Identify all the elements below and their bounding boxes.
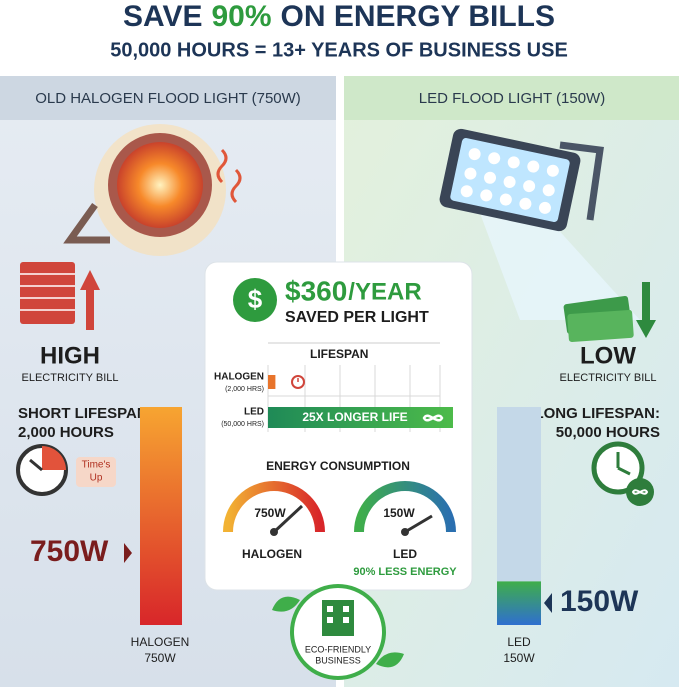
- led-lamp-icon: [439, 128, 640, 320]
- timer-text: Time's: [82, 460, 111, 471]
- high-bill-icon: [20, 262, 100, 330]
- power-bar: [140, 407, 182, 625]
- halogen-lamp-icon: [63, 124, 242, 256]
- badge-text: BUSINESS: [315, 655, 361, 665]
- title: SAVE 90% ON ENERGY BILLS: [123, 0, 555, 33]
- power-bar: [497, 581, 541, 625]
- gauge-note: 90% LESS ENERGY: [353, 566, 457, 578]
- energy-title: ENERGY CONSUMPTION: [266, 459, 410, 473]
- lifespan-row-sublabel: (2,000 HRS): [225, 386, 264, 393]
- bar-value-label: 150W: [503, 651, 535, 665]
- arrow-icon: [124, 543, 132, 563]
- low-bill-icon: [563, 282, 656, 342]
- lifespan-bar: [268, 375, 276, 389]
- arrow-icon: [544, 593, 552, 613]
- lifespan-row-label: HALOGEN: [214, 372, 264, 383]
- bar-label: LED: [507, 635, 531, 649]
- timer-text: Up: [90, 473, 103, 484]
- right-lifespan-label: LONG LIFESPAN:: [534, 405, 660, 422]
- right-lifespan-value: 50,000 HOURS: [556, 424, 660, 441]
- bar-value-label: 750W: [144, 651, 176, 665]
- right-bill-label: ELECTRICITY BILL: [560, 372, 657, 384]
- gauge-name: LED: [393, 547, 417, 561]
- lifespan-bar: [268, 407, 453, 428]
- title-highlight: 90%: [211, 0, 271, 33]
- subtitle: 50,000 HOURS = 13+ YEARS OF BUSINESS USE: [110, 39, 568, 61]
- savings-icon-circle: [233, 278, 277, 322]
- left-lifespan-label: SHORT LIFESPAN:: [18, 405, 153, 422]
- lifespan-bar-text: 25X LONGER LIFE: [302, 410, 407, 424]
- power-bars: [140, 407, 541, 625]
- badge-text: ECO-FRIENDLY: [305, 644, 371, 654]
- savings-caption: SAVED PER LIGHT: [285, 309, 429, 326]
- right-power-label: 150W: [560, 585, 639, 618]
- timer-icon: [16, 444, 116, 496]
- lifespan-title: LIFESPAN: [310, 347, 368, 361]
- lifespan-row-label: LED: [244, 407, 264, 418]
- savings-icon: $: [248, 284, 263, 314]
- title-start: SAVE: [123, 0, 202, 33]
- savings-amount: $360: [285, 275, 347, 306]
- bar-label: HALOGEN: [131, 635, 190, 649]
- gauge-value-label: 150W: [383, 506, 415, 520]
- right-heading: LED FLOOD LIGHT (150W): [419, 90, 605, 107]
- left-bill-label: ELECTRICITY BILL: [22, 372, 119, 384]
- left-bill-level: HIGH: [40, 342, 100, 369]
- left-power-label: 750W: [30, 535, 109, 568]
- gauge-name: HALOGEN: [242, 547, 302, 561]
- gauge-value-label: 750W: [254, 506, 286, 520]
- title-end: ON ENERGY BILLS: [281, 0, 555, 33]
- right-bill-level: LOW: [580, 342, 636, 369]
- left-heading-band: [0, 76, 336, 120]
- led-gauge: [354, 481, 456, 536]
- stopwatch-icon: [291, 375, 305, 389]
- lifespan-row-sublabel: (50,000 HRS): [221, 421, 264, 428]
- halogen-gauge: [223, 481, 325, 536]
- left-lifespan-value: 2,000 HOURS: [18, 424, 114, 441]
- clock-icon: [591, 441, 654, 506]
- left-heading: OLD HALOGEN FLOOD LIGHT (750W): [35, 90, 301, 107]
- right-heading-band: [344, 76, 679, 120]
- eco-badge: [272, 584, 404, 680]
- infinity-icon: [422, 414, 444, 422]
- savings-unit: /YEAR: [348, 278, 421, 305]
- lifespan-bars: [268, 375, 453, 428]
